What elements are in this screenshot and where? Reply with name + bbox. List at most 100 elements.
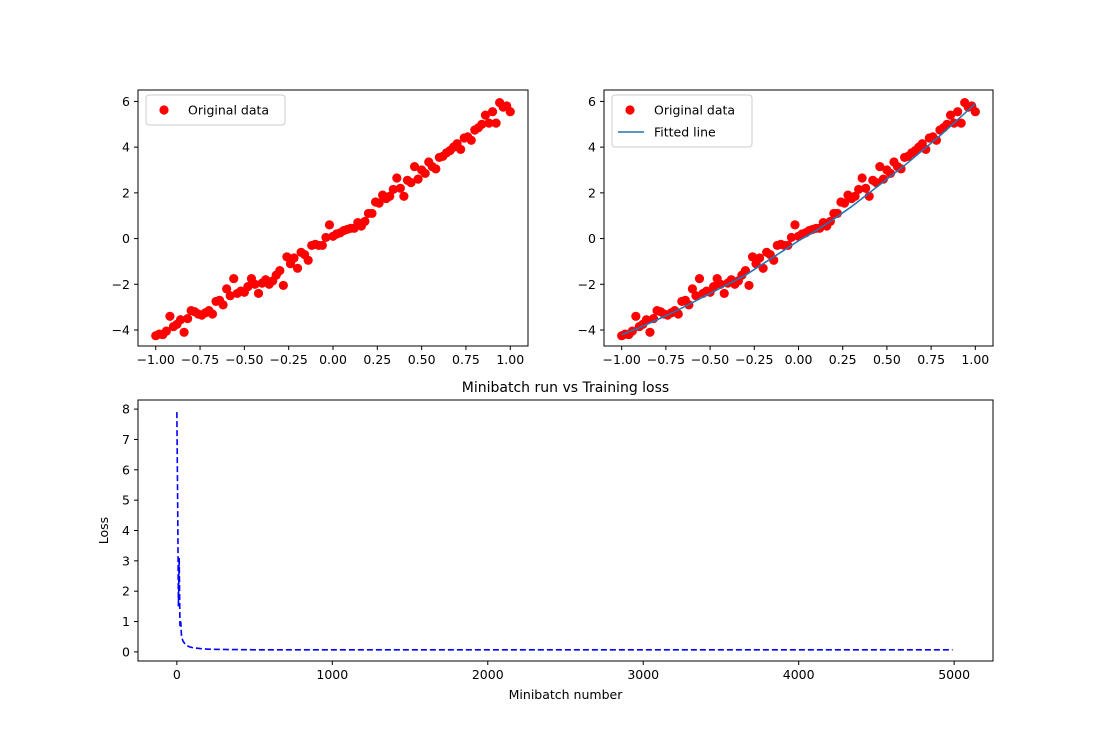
x-tick-label: 0.50 [408, 352, 436, 367]
y-tick-label: −4 [578, 323, 596, 338]
y-tick-label: 7 [122, 432, 130, 447]
data-point [970, 107, 980, 117]
series-loss-curve [176, 412, 953, 651]
data-point [253, 288, 264, 299]
data-point [466, 135, 476, 145]
data-point [456, 144, 466, 155]
plot-area [138, 90, 528, 346]
data-point [477, 119, 487, 129]
data-point [786, 232, 797, 243]
data-point [719, 288, 729, 299]
data-point [406, 177, 416, 188]
data-point [687, 284, 698, 294]
legend-label: Fitted line [654, 125, 716, 140]
data-point [395, 183, 405, 193]
chart-2: −1.00 −0.75 −0.50 −0.25 0.00 0.25 0.50 0.75 1.00… [578, 89, 994, 367]
y-tick-label: −2 [578, 277, 596, 292]
y-tick-label: −2 [112, 277, 130, 292]
series-fitted-line [621, 103, 976, 336]
data-point [491, 118, 501, 128]
y-tick-label: 2 [122, 185, 130, 200]
data-point [388, 184, 398, 195]
x-axis-label: Minibatch number [509, 687, 624, 702]
data-point [480, 110, 491, 120]
data-point [857, 173, 867, 183]
data-point [956, 118, 966, 128]
data-point [783, 240, 793, 251]
data-point [953, 107, 963, 117]
y-tick-label: 8 [122, 402, 130, 417]
chart-title: Minibatch run vs Training loss [462, 380, 669, 396]
data-point [854, 184, 864, 195]
data-point [303, 255, 313, 265]
x-tick-label: 3000 [627, 667, 659, 682]
data-point [945, 110, 956, 120]
plot-area [138, 400, 993, 661]
data-point [641, 315, 652, 325]
x-tick-label: 2000 [472, 667, 504, 682]
data-point [645, 327, 655, 337]
data-point [175, 315, 186, 325]
data-point [861, 183, 871, 193]
legend-box [611, 94, 753, 148]
x-tick-label: 1000 [316, 667, 348, 682]
data-point [183, 313, 193, 324]
y-tick-label: 0 [588, 231, 596, 246]
chart-1: −1.00 −0.75 −0.50 −0.25 0.00 0.25 0.50 0.75 1.00… [112, 89, 529, 367]
data-point [324, 220, 335, 230]
data-point [229, 273, 239, 284]
y-tick-label: 6 [122, 94, 130, 109]
data-point [225, 291, 235, 301]
x-tick-label: 1.00 [496, 352, 524, 367]
x-tick-label: −0.50 [225, 352, 263, 367]
data-point [755, 253, 765, 263]
x-tick-label: −0.50 [691, 352, 729, 367]
data-point [321, 232, 331, 243]
x-tick-label: 0.25 [829, 352, 857, 367]
data-point [282, 252, 292, 262]
data-point [875, 161, 885, 172]
data-point [709, 281, 719, 292]
y-tick-label: 1 [122, 614, 130, 629]
y-tick-label: 3 [122, 553, 130, 568]
x-tick-label: 5000 [938, 667, 970, 682]
y-tick-label: 4 [588, 140, 596, 155]
x-tick-label: 1.00 [961, 352, 989, 367]
x-tick-label: 0.25 [363, 352, 391, 367]
data-point [222, 284, 232, 294]
data-point [850, 191, 860, 201]
chart-3: 0 1000 2000 3000 4000 5000 0 1 2 3 4 5 6 7 8 Minibatch … [96, 380, 994, 702]
x-tick-label: −0.75 [181, 352, 219, 367]
x-tick-label: −0.75 [647, 352, 685, 367]
data-point [747, 252, 758, 262]
y-tick-label: 2 [122, 584, 130, 599]
data-point [385, 191, 395, 201]
data-point [250, 279, 260, 289]
data-point [431, 164, 441, 174]
data-point [505, 107, 515, 117]
y-tick-label: 4 [122, 140, 130, 155]
y-tick-label: 0 [122, 644, 130, 659]
data-point [179, 327, 189, 337]
data-point [691, 291, 701, 301]
x-tick-label: 0.75 [452, 352, 480, 367]
data-point [885, 168, 896, 179]
data-point [360, 216, 370, 227]
legend-label: Original data [654, 103, 735, 118]
data-point [317, 240, 327, 251]
y-tick-label: 2 [588, 185, 596, 200]
x-tick-label: −1.00 [603, 352, 641, 367]
data-point [931, 135, 942, 145]
x-tick-label: −1.00 [137, 352, 175, 367]
data-point [878, 174, 888, 184]
data-point [744, 280, 754, 291]
data-point [161, 326, 171, 336]
data-point [275, 265, 285, 276]
data-point [218, 300, 228, 310]
data-point [392, 173, 402, 183]
data-point [413, 174, 423, 184]
data-point [165, 311, 175, 321]
series-original-data [151, 97, 515, 341]
data-point [694, 273, 705, 284]
